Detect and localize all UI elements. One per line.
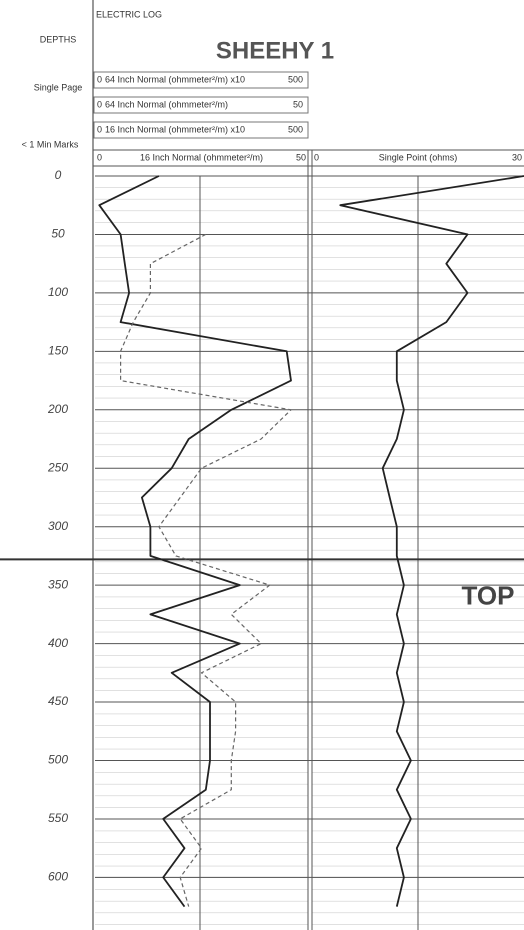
scale-label: 64 Inch Normal (ohmmeter²/m) x10 (105, 74, 245, 84)
grid-pattern (95, 176, 308, 930)
scale-label: 16 Inch Normal (ohmmeter²/m) x10 (105, 124, 245, 134)
depth-label: 500 (48, 753, 68, 767)
scale-max: 50 (293, 99, 303, 109)
scale-min: 0 (97, 99, 102, 109)
report-label: ELECTRIC LOG (96, 9, 162, 19)
scale-min: 0 (97, 74, 102, 84)
depth-heading: DEPTHS (40, 34, 77, 44)
scale-box (93, 121, 309, 139)
depth-label: 200 (47, 402, 68, 416)
x-tick-label: 0 (97, 152, 102, 162)
track-scale-label: Single Point (ohms) (379, 152, 458, 162)
depth-label: 250 (47, 460, 68, 474)
scale-box (93, 71, 309, 89)
scale-max: 500 (288, 74, 303, 84)
depth-label: 100 (48, 285, 68, 299)
scale-box (93, 96, 309, 114)
depth-label: 550 (48, 811, 68, 825)
x-tick-label: 50 (296, 152, 306, 162)
marks-label: < 1 Min Marks (22, 139, 79, 149)
scale-min: 0 (97, 124, 102, 134)
log-curve (98, 175, 292, 908)
top-label: TOP (462, 580, 515, 610)
log-curve (120, 233, 292, 907)
depth-label: 50 (51, 227, 65, 241)
depth-label: 600 (48, 870, 68, 884)
depth-label: 450 (48, 694, 68, 708)
page-label: Single Page (34, 82, 83, 92)
depth-label: 150 (48, 344, 68, 358)
chart-title: SHEEHY 1 (216, 37, 334, 64)
depth-label: 0 (55, 168, 62, 182)
x-tick-label: 0 (314, 152, 319, 162)
depth-label: 350 (48, 577, 68, 591)
depth-label: 300 (48, 519, 68, 533)
track-scale-label: 16 Inch Normal (ohmmeter²/m) (140, 152, 263, 162)
scale-max: 500 (288, 124, 303, 134)
log-curve (339, 175, 524, 907)
x-tick-label: 30 (512, 152, 522, 162)
depth-label: 400 (48, 636, 68, 650)
scale-label: 64 Inch Normal (ohmmeter²/m) (105, 99, 228, 109)
